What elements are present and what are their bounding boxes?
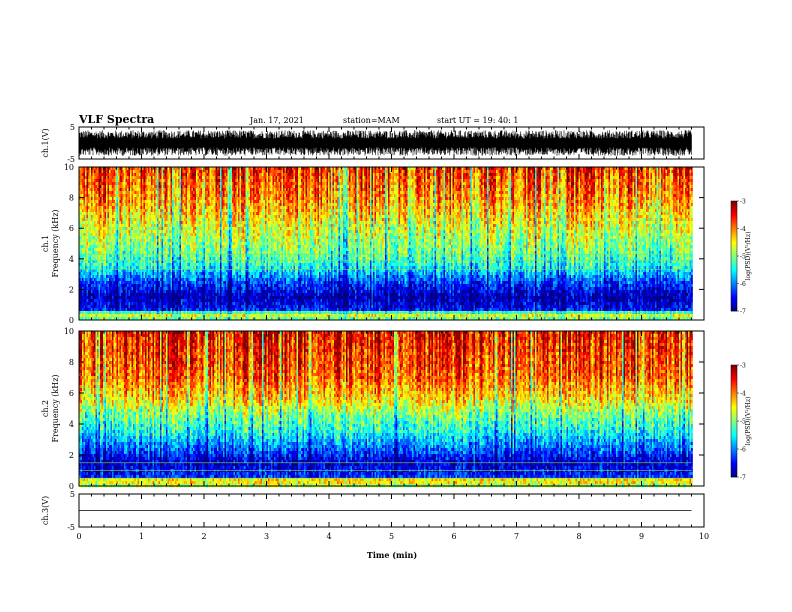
station-label: station=MAM	[343, 116, 400, 125]
figure-title: VLF Spectra	[78, 113, 154, 126]
date-label: Jan. 17, 2021	[249, 116, 304, 125]
vlf-spectra-figure: VLF Spectra Jan. 17, 2021 station=MAM st…	[0, 0, 792, 612]
ch1-waveform-panel: 5-5ch.1(V)	[41, 123, 704, 164]
ch1-waveform-trace	[79, 130, 692, 156]
start-time-label: start UT = 19: 40: 1	[437, 116, 518, 125]
y-tick-label: 5	[70, 123, 75, 132]
y-axis-label: ch.1(V)	[41, 128, 50, 157]
